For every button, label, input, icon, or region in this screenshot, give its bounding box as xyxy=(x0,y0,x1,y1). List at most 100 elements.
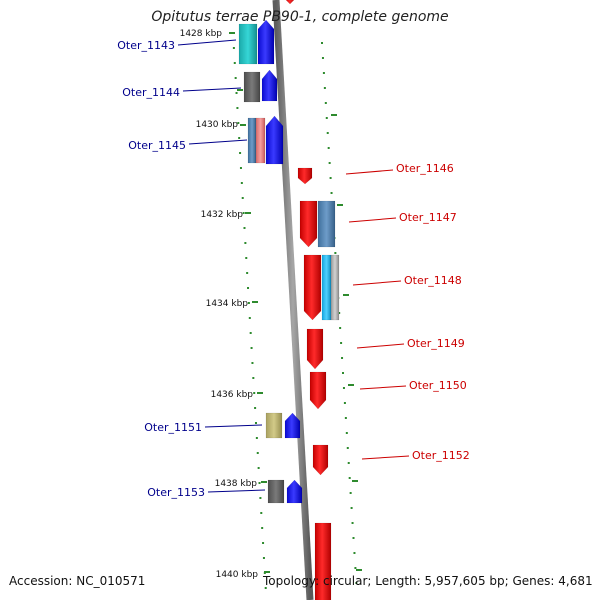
tick-dot xyxy=(246,272,249,274)
tick-dot xyxy=(346,447,349,449)
tick-dot xyxy=(355,582,358,584)
gene-box xyxy=(330,254,340,321)
reverse-gene-arrow xyxy=(314,522,332,604)
major-tick xyxy=(240,124,246,126)
gene-label-leader xyxy=(352,280,402,286)
tick-dot xyxy=(238,137,241,139)
tick-dot xyxy=(353,552,356,554)
tick-dot xyxy=(347,462,350,464)
gene-label-leader xyxy=(188,139,248,145)
gene-label: Oter_1153 xyxy=(147,486,205,499)
gene-label: Oter_1149 xyxy=(407,337,465,350)
tick-dot xyxy=(354,567,357,569)
tick-dot xyxy=(321,42,323,44)
tick-dot xyxy=(237,122,240,124)
tick-layer xyxy=(229,32,362,589)
tick-dot xyxy=(255,437,258,439)
tick-dot xyxy=(247,287,250,289)
major-tick xyxy=(257,392,263,394)
tick-dot xyxy=(262,542,265,544)
tick-dot xyxy=(338,312,341,314)
tick-dot xyxy=(349,492,352,494)
gene-box xyxy=(317,200,336,248)
gene-box xyxy=(321,254,332,321)
tick-dot xyxy=(242,212,245,214)
gene-box xyxy=(238,23,258,65)
reverse-gene-arrow xyxy=(299,200,318,248)
gene-box xyxy=(247,117,257,164)
gene-box xyxy=(255,117,266,164)
tick-dot xyxy=(334,252,337,254)
tick-dot xyxy=(341,357,344,359)
reverse-gene-arrow xyxy=(297,167,313,185)
scale-label: 1430 kbp xyxy=(196,120,239,130)
tick-dot xyxy=(235,92,238,94)
tick-dot xyxy=(240,182,243,184)
tick-dot xyxy=(233,62,236,64)
scale-label: 1432 kbp xyxy=(201,210,244,220)
tick-dot xyxy=(243,227,246,229)
tick-dot xyxy=(323,87,326,89)
reverse-gene-arrow xyxy=(303,254,322,321)
major-tick xyxy=(348,384,354,386)
scale-label: 1440 kbp xyxy=(216,570,259,580)
backbone-layer xyxy=(272,0,314,601)
tick-dot xyxy=(345,432,348,434)
gene-layer xyxy=(238,0,340,604)
tick-dot xyxy=(253,392,256,394)
forward-gene-arrow xyxy=(265,115,284,165)
tick-dot xyxy=(254,407,257,409)
gene-label-leader xyxy=(204,424,263,428)
tick-dot xyxy=(342,372,344,374)
tick-dot xyxy=(239,167,242,169)
tick-dot xyxy=(327,147,330,149)
tick-dot xyxy=(326,132,329,134)
gene-label-layer: Oter_1143 Oter_1144 Oter_1145 Oter_1151 Oter… xyxy=(117,39,470,499)
tick-dot xyxy=(258,482,261,484)
gene-label: Oter_1147 xyxy=(399,211,457,224)
map-title: Opitutus terrae PB90-1, complete genome xyxy=(151,9,449,25)
scale-label: 1438 kbp xyxy=(215,479,258,489)
tick-dot xyxy=(256,452,259,454)
tick-dot xyxy=(245,257,248,259)
tick-dot xyxy=(254,422,257,424)
scale-label: 1434 kbp xyxy=(206,299,249,309)
tick-dot xyxy=(251,362,254,364)
genome-backbone xyxy=(272,0,314,601)
tick-dot xyxy=(343,402,346,404)
tick-dot xyxy=(348,477,351,479)
scale-label: 1428 kbp xyxy=(180,29,223,39)
gene-label: Oter_1144 xyxy=(122,86,180,99)
gene-label-leader xyxy=(182,87,242,92)
major-tick xyxy=(261,481,267,483)
major-tick xyxy=(337,204,343,206)
major-tick xyxy=(331,114,337,116)
gene-label-leader xyxy=(361,455,410,460)
gene-label: Oter_1148 xyxy=(404,274,462,287)
reverse-gene-arrow xyxy=(309,371,327,410)
tick-dot xyxy=(262,557,265,559)
tick-dot xyxy=(257,467,260,469)
tick-dot xyxy=(244,242,247,244)
tick-dot xyxy=(325,117,328,119)
reverse-gene-arrow xyxy=(312,444,329,476)
reverse-gene-arrow xyxy=(306,328,324,370)
tick-dot xyxy=(350,507,353,509)
gene-label: Oter_1150 xyxy=(409,379,467,392)
gene-box xyxy=(267,479,285,504)
gene-label-leader xyxy=(177,39,237,46)
gene-label: Oter_1145 xyxy=(128,139,186,152)
gene-label-leader xyxy=(207,489,266,493)
forward-gene-arrow xyxy=(257,19,275,65)
tick-dot xyxy=(340,342,343,344)
tick-dot xyxy=(260,512,263,514)
forward-gene-arrow xyxy=(286,479,303,504)
gene-label-leader xyxy=(348,217,397,223)
scale-label: 1436 kbp xyxy=(211,390,254,400)
scale-label-layer: 1428 kbp 1430 kbp 1432 kbp 1434 kbp 1436 kbp… xyxy=(180,29,259,580)
gene-box xyxy=(265,412,283,439)
major-tick xyxy=(229,32,235,34)
major-tick xyxy=(245,212,251,214)
